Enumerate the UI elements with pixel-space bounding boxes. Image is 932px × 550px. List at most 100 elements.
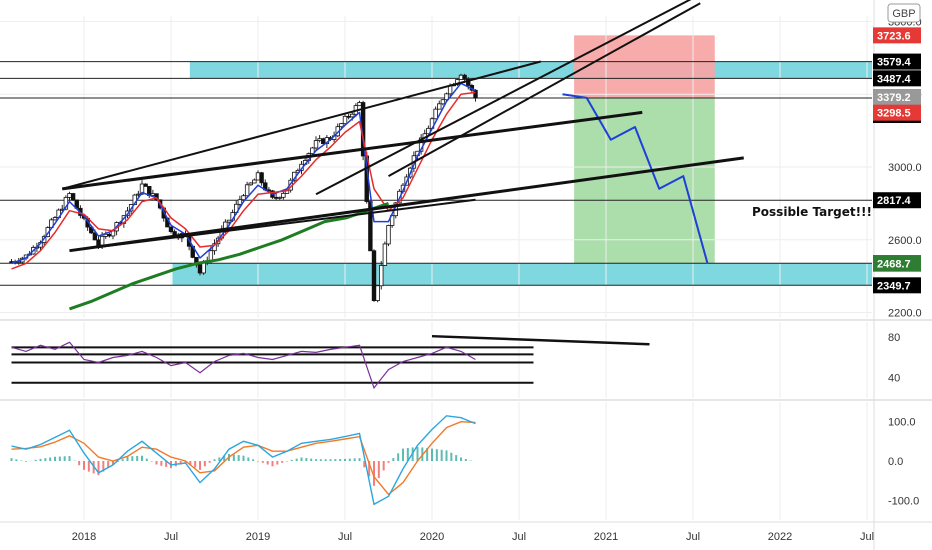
currency-label: GBP	[892, 8, 915, 20]
series-ma-mid	[11, 91, 476, 270]
macd-histogram-bar	[382, 461, 385, 471]
price-badge-1	[873, 53, 921, 70]
price-badge-5	[873, 104, 921, 121]
macd-histogram-bar	[68, 456, 71, 461]
price-badge-text-5: 3298.5	[877, 108, 911, 120]
macd-histogram-bar	[319, 459, 322, 461]
candle-body	[107, 233, 112, 237]
price-labels-layer: GBP3723.63579.43487.43379.23379.23298.52…	[873, 3, 921, 294]
candle-body	[273, 196, 279, 199]
macd-histogram-bar	[266, 461, 269, 465]
candle-body	[248, 182, 253, 186]
macd-histogram-bar	[199, 461, 201, 470]
zone-support	[172, 263, 872, 286]
macd-histogram-bar	[131, 456, 134, 461]
candle-body	[342, 115, 348, 125]
annotation-possible-target: Possible Target!!!	[752, 205, 872, 219]
price-badge-text-3: 3379.2	[877, 92, 911, 104]
candle-body	[208, 250, 214, 262]
x-tick-label-8: 2022	[768, 531, 792, 543]
x-tick-label-6: 2021	[594, 531, 618, 543]
macd-histogram-bar	[310, 458, 313, 461]
price-badge-9	[873, 277, 921, 294]
candle-body	[447, 85, 453, 95]
candle-body	[458, 74, 464, 80]
price-badge-text-2: 3487.4	[877, 73, 912, 85]
grid-layer	[0, 16, 872, 520]
macd-histogram-bar	[165, 461, 168, 467]
x-tick-label-1: Jul	[164, 531, 178, 543]
macd-histogram-bar	[353, 458, 356, 461]
macd-histogram-bar	[324, 459, 327, 461]
macd-histogram-bar	[334, 459, 337, 461]
macd-histogram-bar	[348, 458, 351, 461]
price-badge-text-0: 3723.6	[877, 30, 911, 42]
macd-histogram-bar	[25, 461, 27, 462]
macd-histogram-bar	[189, 461, 192, 466]
candle-body	[350, 113, 355, 118]
y-tick-label-price-2: 3000.0	[888, 162, 922, 174]
macd-histogram-bar	[107, 461, 110, 469]
series-ma-fast	[11, 82, 476, 265]
trendline-wedge-bottom	[69, 156, 744, 253]
macd-histogram-bar	[78, 461, 81, 466]
y-tick-label-rsi-1: 40	[888, 373, 900, 385]
macd-histogram-bar	[440, 449, 443, 461]
candle-body	[444, 93, 449, 101]
macd-histogram-bar	[58, 456, 61, 461]
macd-histogram-bar	[257, 461, 259, 462]
candle-body	[277, 196, 282, 199]
series-layer	[11, 82, 709, 311]
macd-histogram-bar	[223, 455, 226, 461]
macd-histogram-bar	[363, 461, 366, 468]
macd-histogram-bar	[426, 448, 429, 461]
rsi-layer	[0, 319, 932, 390]
y-tick-label-price-4: 2200.0	[888, 308, 922, 320]
macd-histogram-bar	[218, 457, 221, 461]
candle-body	[440, 99, 446, 105]
trendline-wedge-top	[62, 110, 643, 191]
series-projection	[562, 93, 709, 264]
macd-histogram-bar	[358, 458, 361, 461]
macd-histogram-bar	[300, 457, 303, 461]
macd-line	[11, 415, 476, 506]
candle-body	[70, 193, 76, 201]
macd-histogram-bar	[261, 461, 264, 463]
macd-histogram-bar	[34, 459, 37, 461]
macd-histogram-bar	[112, 461, 114, 465]
zone-stop	[574, 35, 715, 99]
candle-body	[317, 138, 322, 141]
macd-histogram-bar	[213, 459, 216, 461]
candle-body	[237, 199, 243, 205]
macd-histogram-bar	[271, 461, 274, 467]
price-badge-text-6: 2817.4	[877, 195, 912, 207]
macd-histogram-bar	[247, 457, 250, 461]
candle-body	[244, 184, 250, 197]
macd-histogram-bar	[305, 458, 308, 461]
macd-histogram-bar	[203, 461, 206, 467]
macd-histogram-bar	[339, 458, 342, 461]
candle-body	[346, 115, 351, 118]
macd-histogram-bar	[402, 448, 404, 461]
candle-body	[241, 195, 246, 201]
price-badge-2	[873, 70, 921, 87]
price-badge-text-9: 2349.7	[877, 280, 911, 292]
macd-histogram-bar	[10, 458, 13, 461]
x-tick-label-9: Jul	[860, 531, 874, 543]
candle-body	[368, 201, 373, 252]
candle-body	[252, 179, 257, 184]
macd-histogram-bar	[387, 461, 390, 463]
macd-histogram-bar	[329, 459, 332, 461]
macd-histogram-bar	[431, 448, 433, 461]
macd-histogram-bar	[392, 458, 395, 461]
macd-histogram-bar	[290, 459, 293, 461]
macd-histogram-bar	[150, 461, 153, 462]
macd-histogram-bar	[460, 457, 462, 461]
candle-body	[139, 183, 145, 195]
candle-body	[462, 74, 467, 80]
macd-histogram-bar	[15, 459, 18, 461]
candle-body	[357, 102, 362, 107]
price-badge-text-8: 2468.7	[877, 259, 911, 271]
x-tick-label-0: 2018	[72, 531, 96, 543]
